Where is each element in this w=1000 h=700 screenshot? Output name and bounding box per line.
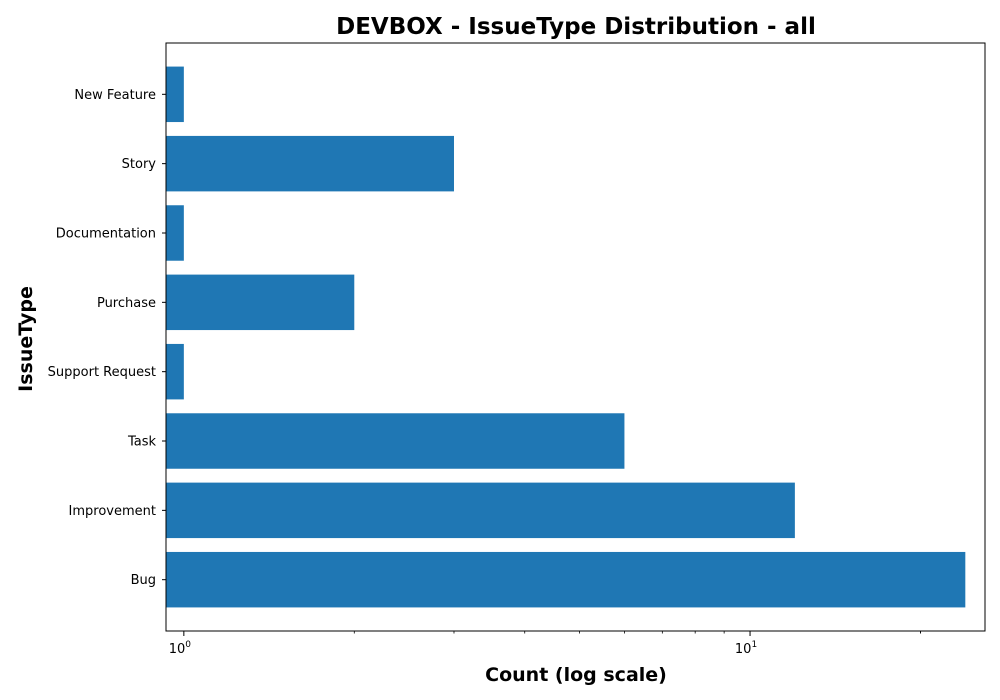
bar-support-request <box>166 344 184 399</box>
y-tick-label: Task <box>127 435 157 450</box>
x-tick-label-exponent: 1 <box>751 640 757 650</box>
axes-frame <box>166 43 985 631</box>
y-tick-label: Documentation <box>56 226 156 241</box>
chart-title: DEVBOX - IssueType Distribution - all <box>336 14 816 40</box>
bar-task <box>166 413 624 468</box>
y-axis-label: IssueType <box>15 286 37 392</box>
y-tick-label: Purchase <box>97 296 156 311</box>
bar-bug <box>166 552 965 607</box>
bar-story <box>166 136 454 191</box>
y-tick-label: Support Request <box>48 365 156 380</box>
plot-area: Bug Improvement Task Support Request Purchas… <box>48 43 985 657</box>
y-tick-label: Story <box>122 157 157 172</box>
x-axis-label: Count (log scale) <box>485 664 667 686</box>
x-tick-label: 100 <box>169 640 192 657</box>
bar-purchase <box>166 275 354 330</box>
y-tick-label: New Feature <box>74 88 156 103</box>
bar-documentation <box>166 205 184 260</box>
x-tick-label: 101 <box>735 640 757 657</box>
x-tick-label-exponent: 0 <box>185 640 191 650</box>
y-tick-label: Improvement <box>69 504 156 519</box>
y-tick-label: Bug <box>131 573 156 588</box>
bar-improvement <box>166 483 795 538</box>
x-tick-label-base: 10 <box>169 642 186 657</box>
bar-new-feature <box>166 67 184 122</box>
x-tick-label-base: 10 <box>735 642 752 657</box>
